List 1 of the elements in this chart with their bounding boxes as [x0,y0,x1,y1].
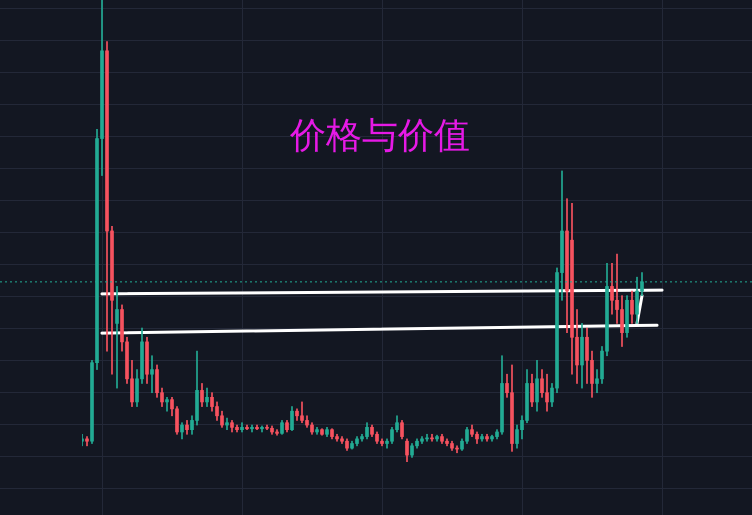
text: 价格与价值 [289,115,470,156]
